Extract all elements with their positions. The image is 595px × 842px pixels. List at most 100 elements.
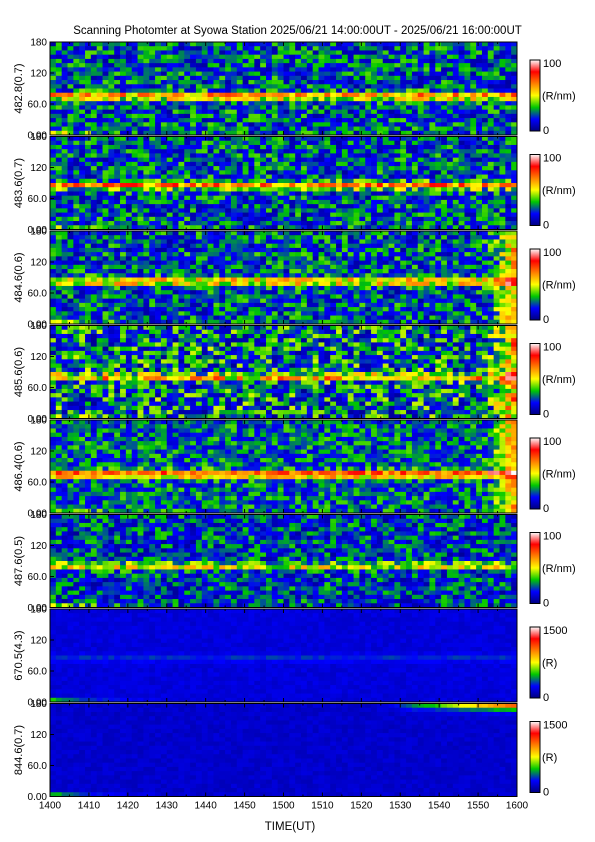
- heat-cell: [505, 277, 512, 283]
- heat-cell: [441, 195, 448, 201]
- heat-cell: [452, 101, 459, 106]
- heat-cell: [230, 153, 238, 158]
- heat-cell: [55, 46, 62, 51]
- heat-cell: [178, 260, 185, 266]
- heat-cell: [213, 252, 220, 257]
- heat-cell: [160, 140, 168, 146]
- heat-cell: [336, 195, 343, 201]
- heat-cell: [201, 260, 208, 266]
- heat-cell: [114, 58, 121, 64]
- heat-cell: [499, 161, 506, 167]
- heat-cell: [476, 187, 483, 192]
- heat-cell: [160, 235, 168, 240]
- heat-cell: [476, 84, 483, 89]
- heat-cell: [73, 187, 80, 192]
- heat-cell: [277, 71, 284, 77]
- heat-cell: [108, 243, 115, 249]
- heat-cell: [458, 225, 465, 230]
- heat-cell: [102, 153, 109, 158]
- heat-cell: [50, 212, 57, 218]
- heat-cell: [90, 235, 97, 240]
- heat-cell: [155, 235, 162, 240]
- heat-cell: [476, 75, 483, 81]
- heat-cell: [511, 88, 518, 94]
- heat-cell: [452, 277, 459, 283]
- heat-cell: [137, 277, 144, 283]
- heat-cell: [306, 84, 313, 89]
- heat-cell: [248, 101, 255, 106]
- heat-cell: [371, 221, 378, 226]
- heat-cell: [190, 88, 197, 94]
- heat-cell: [452, 136, 459, 142]
- heat-cell: [195, 75, 203, 81]
- heat-cell: [371, 199, 378, 205]
- heat-cell: [131, 144, 138, 150]
- heat-cell: [301, 75, 308, 81]
- heat-cell: [172, 122, 179, 127]
- heat-cell: [102, 122, 109, 127]
- heat-cell: [137, 46, 144, 51]
- heat-cell: [61, 118, 68, 123]
- heat-cell: [120, 264, 127, 270]
- heat-cell: [411, 92, 419, 98]
- heat-cell: [90, 58, 97, 64]
- heat-cell: [283, 178, 290, 184]
- heat-cell: [318, 231, 325, 236]
- heat-cell: [499, 58, 506, 64]
- heat-cell: [336, 252, 343, 257]
- heat-cell: [50, 239, 57, 244]
- heat-cell: [458, 178, 465, 184]
- heat-cell: [371, 170, 378, 175]
- heat-cell: [114, 264, 121, 270]
- heat-cell: [190, 105, 197, 110]
- heat-cell: [85, 281, 92, 287]
- heat-cell: [143, 187, 150, 192]
- heat-cell: [394, 269, 401, 274]
- heat-cell: [90, 243, 97, 249]
- heat-cell: [178, 290, 185, 295]
- heat-cell: [125, 101, 133, 106]
- heat-cell: [429, 195, 436, 201]
- heat-cell: [511, 235, 518, 240]
- heat-cell: [90, 75, 97, 81]
- heat-cell: [441, 140, 448, 146]
- heat-cell: [160, 225, 168, 230]
- heat-cell: [289, 118, 296, 123]
- heat-cell: [178, 174, 185, 180]
- colorbar-min-label: 0: [543, 220, 549, 232]
- heat-cell: [50, 84, 57, 89]
- heat-cell: [230, 161, 238, 167]
- heat-cell: [277, 294, 284, 299]
- heat-cell: [464, 204, 471, 209]
- heat-cell: [400, 71, 407, 77]
- heat-cell: [67, 157, 74, 163]
- heat-cell: [120, 294, 127, 299]
- heat-cell: [306, 166, 313, 171]
- heat-cell: [376, 96, 384, 102]
- heat-cell: [131, 216, 138, 222]
- heat-cell: [131, 126, 138, 132]
- heat-cell: [260, 84, 267, 89]
- heat-cell: [476, 166, 483, 171]
- heat-cell: [452, 58, 459, 64]
- heat-cell: [359, 63, 366, 68]
- heat-cell: [452, 191, 459, 196]
- heat-cell: [446, 144, 454, 150]
- heat-cell: [254, 178, 261, 184]
- heat-cell: [295, 174, 302, 180]
- heat-cell: [318, 157, 325, 163]
- heat-cell: [230, 204, 238, 209]
- heat-cell: [411, 166, 419, 171]
- heat-cell: [143, 260, 150, 266]
- heat-cell: [336, 161, 343, 167]
- heat-cell: [108, 153, 115, 158]
- heat-cell: [394, 174, 401, 180]
- heat-cell: [458, 153, 465, 158]
- heat-cell: [85, 195, 92, 201]
- heat-cell: [435, 109, 442, 115]
- heat-cell: [429, 71, 436, 77]
- heat-cell: [411, 235, 419, 240]
- heat-cell: [201, 136, 208, 142]
- heat-cell: [476, 71, 483, 77]
- heat-cell: [190, 178, 197, 184]
